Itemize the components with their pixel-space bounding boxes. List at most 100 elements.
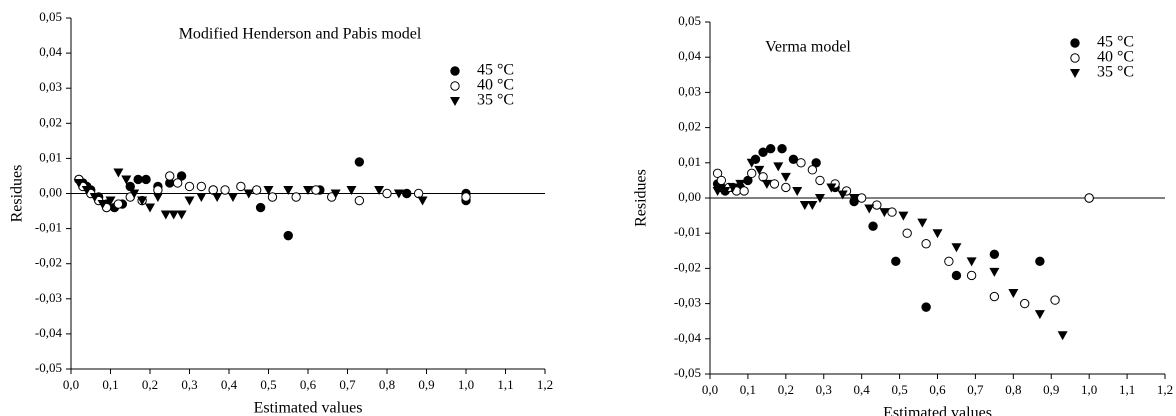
y-tick-label: 0,03 [678,83,701,98]
point [921,302,931,312]
point [1057,331,1068,341]
point [849,194,860,203]
point [712,186,723,196]
point [208,185,218,195]
y-tick-label: 0,01 [678,154,701,169]
point [196,181,207,192]
point [769,179,780,189]
point [989,249,1000,260]
point [917,218,928,228]
y-tick-label: -0,03 [35,290,62,305]
x-tick-label: 0,2 [142,377,158,392]
point [176,171,187,181]
point [739,186,749,196]
point [330,189,341,199]
point [1050,295,1060,305]
x-tick-label: 0,0 [702,382,718,397]
x-tick-label: 0,4 [221,377,238,392]
point [263,185,274,195]
x-tick-label: 0,1 [102,377,118,392]
y-tick-label: -0,05 [35,360,62,375]
y-tick-label: 0,02 [39,114,62,129]
point [989,291,1000,302]
x-tick-label: 0,2 [778,382,794,397]
x-tick-label: 0,7 [967,382,984,397]
point [815,175,825,186]
point [747,168,757,179]
point [902,228,912,238]
point [746,158,757,168]
point [856,193,867,203]
point [792,186,803,196]
point [382,188,392,199]
point [417,196,428,206]
legend-label: 40 °C [1097,49,1134,66]
point [153,185,163,195]
x-tick-label: 0,4 [854,382,871,397]
point [160,210,171,220]
point [807,201,818,211]
legend-label: 45 °C [1097,34,1134,51]
y-tick-label: -0,04 [674,330,702,345]
point [761,179,772,189]
point [879,208,890,218]
x-tick-label: 1,1 [1119,382,1135,397]
y-tick-label: -0,01 [674,224,701,239]
legend-marker [450,97,460,106]
x-tick-label: 0,9 [1043,382,1059,397]
point [105,196,116,206]
y-tick-label: -0,05 [674,365,701,380]
point [236,181,246,192]
x-tick-label: 0,1 [740,382,756,397]
point [781,182,791,193]
point [868,221,878,231]
point [788,154,799,164]
y-tick-label: -0,01 [35,220,62,235]
point [1008,289,1019,299]
point [152,193,163,203]
x-tick-label: 0,3 [181,377,197,392]
point [393,189,404,199]
point [165,171,175,181]
point [864,204,875,214]
point [758,147,768,157]
point [758,172,768,182]
legend-label: 35 °C [477,92,514,109]
point [989,267,1000,277]
x-tick-label: 1,2 [1157,382,1173,397]
point [354,195,365,206]
point [184,196,195,206]
point [951,243,962,253]
y-tick-label: 0,03 [39,79,62,94]
legend-marker [1070,38,1080,48]
y-tick-label: 0,00 [678,189,701,204]
x-tick-label: 0,0 [63,377,79,392]
y-axis-label: Residues [633,169,650,227]
point [461,192,471,202]
x-tick-label: 1,0 [458,377,474,392]
x-tick-label: 0,6 [300,377,317,392]
point [727,183,738,193]
point [826,183,837,193]
point [283,185,294,195]
x-tick-label: 0,8 [379,377,395,392]
chart-title: Modified Henderson and Pabis model [179,26,422,43]
point [891,256,901,267]
point [311,185,321,195]
point [712,168,723,179]
point [212,193,223,203]
x-tick-label: 0,5 [891,382,907,397]
y-tick-label: -0,04 [35,325,63,340]
x-tick-label: 1,0 [1081,382,1097,397]
legend-marker [450,81,460,91]
point [129,189,140,199]
point [716,175,727,186]
legend-label: 35 °C [1097,64,1134,81]
y-tick-label: 0,05 [39,9,62,24]
point [837,190,848,200]
point [346,185,357,195]
point [89,193,100,203]
point [1084,193,1094,203]
y-tick-label: 0,00 [39,184,62,199]
legend-label: 40 °C [477,77,514,94]
